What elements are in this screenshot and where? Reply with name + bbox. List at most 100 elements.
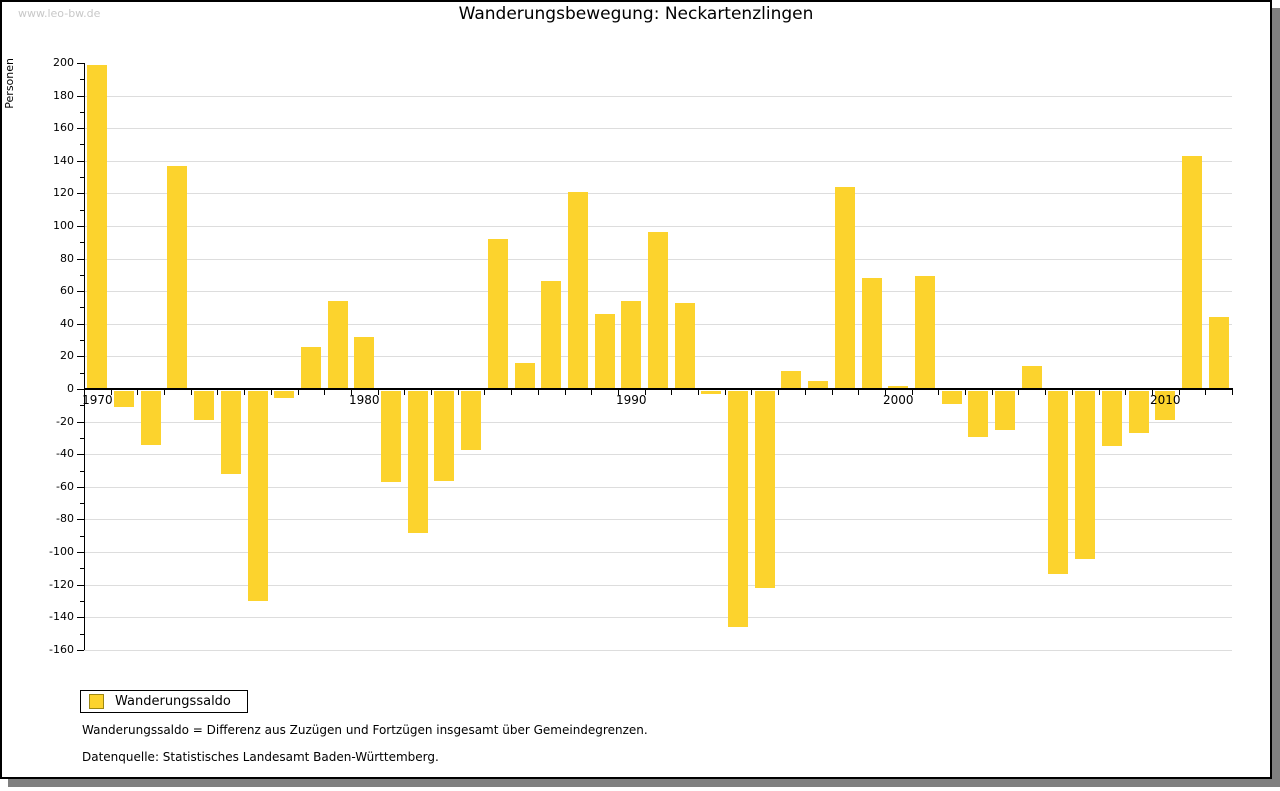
x-tick-label-2010: 2010 — [1149, 393, 1181, 407]
x-tick-14 — [457, 390, 459, 395]
y-major-tick-20 — [77, 356, 84, 358]
bar-1993 — [701, 391, 722, 395]
x-tick-6 — [244, 390, 246, 395]
bar-1971 — [114, 391, 135, 408]
y-major-tick--40 — [77, 454, 84, 456]
y-tick-label-120: 120 — [53, 186, 74, 200]
x-tick-18 — [564, 390, 566, 395]
y-major-tick-140 — [77, 160, 84, 162]
y-major-tick-160 — [77, 128, 84, 130]
gridline-100 — [84, 225, 1232, 227]
y-minor-tick-30 — [80, 340, 84, 342]
x-tick-15 — [484, 390, 486, 395]
bar-2009 — [1128, 391, 1149, 434]
x-tick-37 — [1071, 390, 1073, 395]
x-tick-11 — [377, 390, 379, 395]
bar-2005 — [1021, 366, 1042, 389]
bar-1978 — [300, 346, 321, 389]
x-tick-29 — [858, 390, 860, 395]
legend-label: Wanderungssaldo — [115, 694, 231, 709]
x-tick-43 — [1232, 390, 1233, 395]
y-tick-label--140: -140 — [49, 610, 74, 624]
x-tick-19 — [591, 390, 593, 395]
x-tick-27 — [804, 390, 806, 395]
x-tick-17 — [537, 390, 539, 395]
bar-1989 — [594, 313, 615, 389]
x-tick-4 — [190, 390, 192, 395]
bar-1984 — [461, 391, 482, 450]
y-minor-tick--30 — [80, 437, 84, 439]
x-tick-13 — [431, 390, 433, 395]
y-tick-label--120: -120 — [49, 577, 74, 591]
x-tick-8 — [297, 390, 299, 395]
bar-1970 — [87, 64, 108, 389]
y-minor-tick-110 — [80, 209, 84, 211]
y-minor-tick--50 — [80, 470, 84, 472]
footnote-source: Datenquelle: Statistisches Landesamt Bad… — [82, 750, 439, 764]
y-tick-label-100: 100 — [53, 218, 74, 232]
y-tick-label-20: 20 — [60, 349, 74, 363]
legend-swatch — [89, 694, 104, 709]
bar-2012 — [1208, 317, 1229, 389]
watermark-leo-bw: www.leo-bw.de — [18, 7, 101, 20]
gridline--140 — [84, 617, 1232, 619]
y-tick-label-140: 140 — [53, 153, 74, 167]
gridline--100 — [84, 552, 1232, 554]
x-tick-38 — [1098, 390, 1100, 395]
bar-1990 — [621, 300, 642, 389]
x-tick-34 — [991, 390, 993, 395]
bar-1972 — [140, 391, 161, 445]
bar-1999 — [861, 278, 882, 389]
y-tick-label-0: 0 — [67, 382, 74, 395]
bar-1992 — [674, 302, 695, 389]
y-major-tick-60 — [77, 291, 84, 293]
bar-1985 — [487, 238, 508, 389]
x-tick-9 — [324, 390, 326, 395]
bar-1988 — [567, 191, 588, 389]
x-tick-20 — [617, 390, 619, 395]
x-tick-41 — [1178, 390, 1180, 395]
x-tick-label-1970: 1970 — [82, 393, 113, 407]
bar-1975 — [220, 391, 241, 475]
y-minor-tick--110 — [80, 568, 84, 570]
x-tick-30 — [884, 390, 886, 395]
x-tick-24 — [724, 390, 726, 395]
y-minor-tick--150 — [80, 633, 84, 635]
x-tick-28 — [831, 390, 833, 395]
y-axis-line — [84, 63, 85, 650]
x-tick-7 — [270, 390, 272, 395]
y-minor-tick-50 — [80, 307, 84, 309]
gridline-180 — [84, 95, 1232, 97]
bar-2004 — [995, 391, 1016, 431]
y-minor-tick-130 — [80, 177, 84, 179]
x-tick-33 — [965, 390, 967, 395]
y-tick-label-80: 80 — [60, 251, 74, 265]
x-tick-3 — [164, 390, 166, 395]
x-tick-40 — [1151, 390, 1153, 395]
bar-1973 — [167, 165, 188, 389]
y-major-tick-100 — [77, 225, 84, 227]
y-minor-tick-70 — [80, 274, 84, 276]
bar-1986 — [514, 362, 535, 389]
x-tick-2 — [137, 390, 139, 395]
x-tick-16 — [511, 390, 513, 395]
y-major-tick--140 — [77, 617, 84, 619]
gridline-140 — [84, 160, 1232, 162]
chart-window: www.leo-bw.de Wanderungsbewegung: Neckar… — [0, 0, 1272, 779]
bar-1980 — [354, 336, 375, 389]
x-tick-label-1990: 1990 — [616, 393, 647, 407]
y-tick-label--60: -60 — [56, 479, 74, 493]
bar-2000 — [888, 385, 909, 389]
y-tick-label--160: -160 — [49, 642, 74, 656]
x-tick-36 — [1045, 390, 1047, 395]
y-minor-tick-10 — [80, 372, 84, 374]
x-tick-10 — [350, 390, 352, 395]
x-tick-32 — [938, 390, 940, 395]
y-minor-tick-150 — [80, 144, 84, 146]
y-major-tick-120 — [77, 193, 84, 195]
gridline--40 — [84, 454, 1232, 456]
y-major-tick--100 — [77, 552, 84, 554]
y-minor-tick--130 — [80, 600, 84, 602]
legend-box: Wanderungssaldo — [80, 690, 248, 713]
